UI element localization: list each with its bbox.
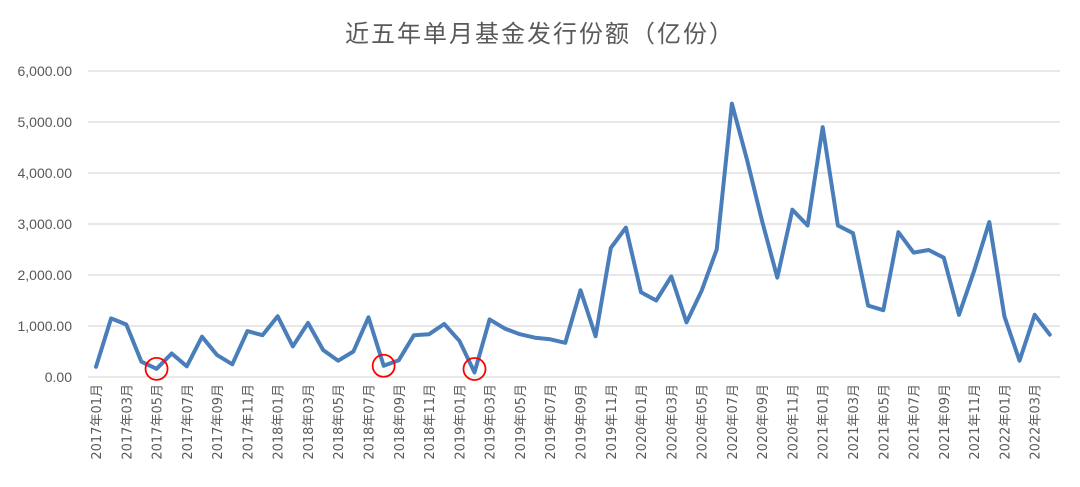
x-tick-label: 2020年09月 bbox=[756, 384, 771, 460]
x-tick-label: 2020年05月 bbox=[696, 384, 711, 460]
x-tick-label: 2020年01月 bbox=[635, 384, 650, 460]
x-tick-label: 2017年03月 bbox=[120, 384, 135, 460]
x-tick-label: 2017年11月 bbox=[241, 384, 256, 460]
y-tick-label: 1,000.00 bbox=[18, 318, 73, 334]
y-tick-label: 0.00 bbox=[45, 369, 72, 385]
x-tick-label: 2022年03月 bbox=[1029, 384, 1044, 460]
highlight-circle bbox=[144, 356, 169, 381]
y-tick-label: 5,000.00 bbox=[18, 114, 73, 130]
x-tick-label: 2017年07月 bbox=[181, 384, 196, 460]
x-tick-label: 2019年03月 bbox=[484, 384, 499, 460]
x-tick-label: 2019年05月 bbox=[514, 384, 529, 460]
x-tick-label: 2020年03月 bbox=[665, 384, 680, 460]
x-tick-label: 2019年11月 bbox=[605, 384, 620, 460]
x-tick-label: 2021年01月 bbox=[817, 384, 832, 460]
gridlines bbox=[88, 70, 1060, 378]
x-tick-label: 2020年07月 bbox=[726, 384, 741, 460]
x-tick-label: 2021年03月 bbox=[847, 384, 862, 460]
x-tick-label: 2019年01月 bbox=[453, 384, 468, 460]
y-tick-label: 3,000.00 bbox=[18, 216, 73, 232]
highlight-circle bbox=[462, 357, 487, 381]
x-tick-label: 2018年07月 bbox=[363, 384, 378, 460]
x-tick-label: 2021年11月 bbox=[968, 384, 983, 460]
x-tick-label: 2021年05月 bbox=[877, 384, 892, 460]
x-tick-label: 2019年09月 bbox=[574, 384, 589, 460]
y-tick-label: 4,000.00 bbox=[18, 165, 73, 181]
series-line bbox=[94, 101, 1052, 375]
y-tick-label: 6,000.00 bbox=[18, 63, 73, 79]
x-tick-label: 2018年01月 bbox=[272, 384, 287, 460]
highlight-circles bbox=[144, 353, 487, 381]
x-tick-label: 2018年05月 bbox=[332, 384, 347, 460]
highlight-circle bbox=[371, 353, 396, 378]
x-tick-label: 2018年09月 bbox=[393, 384, 408, 460]
x-tick-label: 2018年03月 bbox=[302, 384, 317, 460]
x-axis-labels: 2017年01月 2017年03月 2017年05月 2017年07月 2017年09月… bbox=[90, 384, 1044, 460]
y-axis-labels: 0.00 1,000.00 2,000.00 3,000.00 4,000.00 5,00… bbox=[18, 63, 73, 385]
data-series bbox=[94, 101, 1052, 375]
x-tick-label: 2021年09月 bbox=[938, 384, 953, 460]
x-tick-label: 2018年11月 bbox=[423, 384, 438, 460]
chart-title: 近五年单月基金发行份额（亿份） bbox=[345, 20, 735, 48]
x-tick-label: 2017年01月 bbox=[90, 384, 105, 460]
y-tick-label: 2,000.00 bbox=[18, 267, 73, 283]
x-tick-label: 2019年07月 bbox=[544, 384, 559, 460]
x-tick-label: 2021年07月 bbox=[908, 384, 923, 460]
x-tick-label: 2020年11月 bbox=[786, 384, 801, 460]
x-tick-label: 2022年01月 bbox=[998, 384, 1013, 460]
x-tick-label: 2017年09月 bbox=[211, 384, 226, 460]
x-tick-label: 2017年05月 bbox=[151, 384, 166, 460]
